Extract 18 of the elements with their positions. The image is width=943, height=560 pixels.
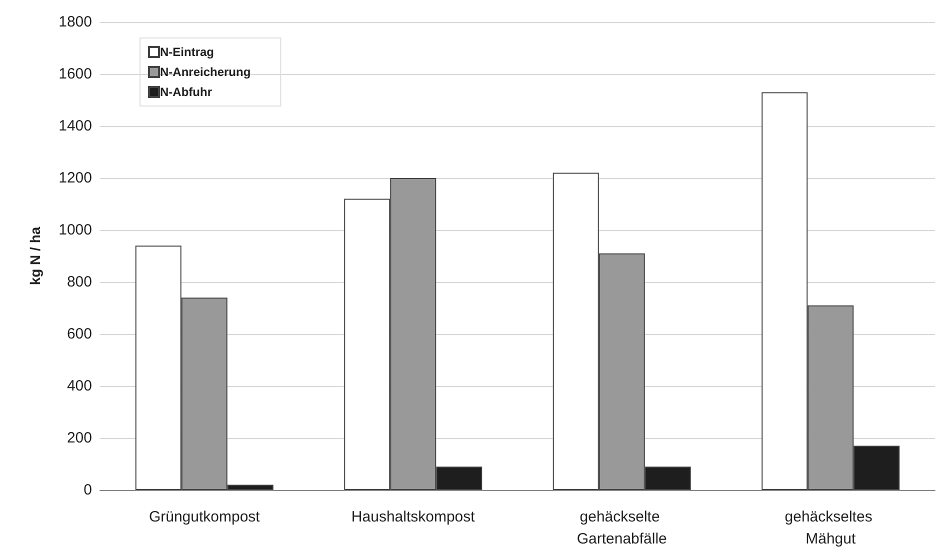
y-axis-title: kg N / ha <box>27 226 43 286</box>
y-tick-label: 1600 <box>58 66 92 82</box>
y-tick-label: 1200 <box>58 170 92 186</box>
y-tick-label: 200 <box>66 430 92 446</box>
y-tick-label: 800 <box>66 274 92 290</box>
legend-label: N-Eintrag <box>160 45 214 59</box>
y-tick-label: 1800 <box>58 14 92 30</box>
legend-label: N-Anreicherung <box>160 65 251 79</box>
legend-label: N-Abfuhr <box>160 85 212 99</box>
y-tick-label: 1400 <box>58 118 92 134</box>
y-tick-label: 600 <box>66 326 92 342</box>
x-tick-label: Grüngutkompost <box>148 508 261 526</box>
y-tick-label: 1000 <box>58 222 92 238</box>
x-tick-label: gehäckseltes Mähgut <box>784 508 876 548</box>
x-tick-label: gehäckselte Gartenabfälle <box>576 508 667 548</box>
y-tick-label: 400 <box>66 378 92 394</box>
y-tick-label: 0 <box>84 482 92 498</box>
x-tick-label: Haushaltskompost <box>351 508 476 526</box>
